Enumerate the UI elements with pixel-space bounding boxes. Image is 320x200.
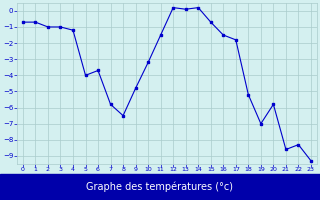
Text: Graphe des températures (°c): Graphe des températures (°c) — [86, 182, 234, 192]
